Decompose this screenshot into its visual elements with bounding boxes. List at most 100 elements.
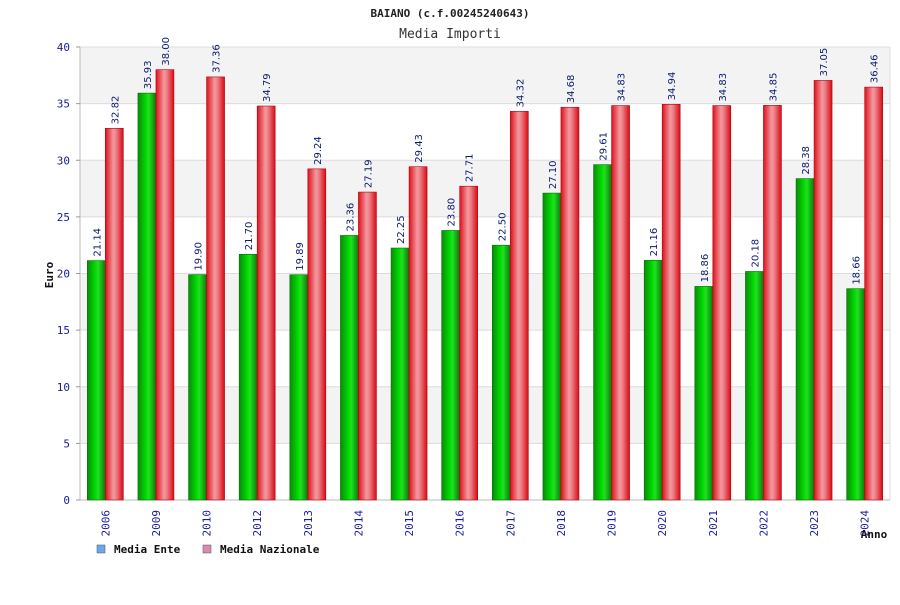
legend: Media Ente Media Nazionale [96, 543, 320, 556]
bar-value-label: 37.05 [819, 48, 830, 77]
bar-value-label: 29.61 [599, 132, 610, 161]
y-axis-label: Euro [43, 261, 56, 288]
bar-value-label: 19.89 [295, 242, 306, 271]
bar-media-ente [542, 192, 562, 501]
bar-value-label: 22.50 [497, 213, 508, 242]
x-tick-label: 2022 [757, 510, 770, 537]
bar-media-ente [188, 274, 207, 501]
y-tick-label: 15 [57, 324, 70, 337]
bar-media-ente [846, 288, 865, 501]
bar-media-nazionale [408, 166, 428, 501]
bar-value-label: 22.25 [396, 215, 407, 244]
bar-value-label: 27.19 [363, 159, 374, 188]
bar-media-nazionale [864, 86, 883, 501]
y-tick-label: 25 [57, 211, 70, 224]
x-tick-label: 2013 [302, 510, 315, 537]
y-tick-label: 40 [57, 41, 70, 54]
bar-media-nazionale [256, 105, 276, 501]
bar-value-label: 23.80 [447, 198, 458, 227]
y-tick-label: 5 [63, 437, 70, 450]
x-tick-label: 2015 [403, 510, 416, 537]
bar-value-label: 38.00 [161, 37, 172, 66]
bar-media-nazionale [813, 80, 833, 501]
bar-value-label: 34.32 [515, 79, 526, 108]
bar-media-ente [441, 230, 460, 501]
bar-value-label: 35.93 [143, 60, 154, 89]
bar-value-label: 34.83 [617, 73, 628, 102]
bar-media-ente [238, 253, 258, 501]
bars: 21.14 32.82 35.93 38.00 19.90 37.36 21.70 34.79… [87, 37, 883, 501]
bar-value-label: 37.36 [212, 44, 223, 73]
bar-value-label: 34.68 [566, 75, 577, 104]
chart-title: BAIANO (c.f.00245240643) [371, 7, 530, 20]
bar-media-nazionale [560, 106, 580, 501]
bar-media-ente [289, 274, 309, 501]
legend-label-media-ente: Media Ente [114, 543, 181, 556]
bar-media-nazionale [661, 104, 681, 501]
bar-media-ente [390, 247, 410, 501]
x-tick-label: 2017 [504, 510, 517, 537]
bar-media-nazionale [611, 105, 630, 501]
x-tick-label: 2009 [150, 510, 163, 537]
y-tick-label: 0 [63, 494, 70, 507]
y-tick-label: 20 [57, 268, 70, 281]
bar-media-ente [795, 178, 815, 501]
bar-media-nazionale [510, 111, 529, 501]
x-tick-label: 2018 [555, 510, 568, 537]
x-axis-ticks: 2006 2009 2010 2012 2013 2014 2015 2016 2017 2018… [99, 510, 871, 537]
bar-value-label: 29.43 [414, 134, 425, 163]
bar-media-nazionale [763, 105, 782, 501]
bar-value-label: 34.79 [262, 73, 273, 102]
bar-value-label: 18.86 [700, 254, 711, 283]
bar-media-nazionale [358, 191, 377, 501]
bar-media-nazionale [206, 76, 225, 501]
bar-media-ente [137, 92, 157, 501]
bar-value-label: 34.94 [667, 72, 678, 101]
bar-media-ente [745, 271, 764, 501]
bar-media-ente [340, 235, 359, 501]
bar-media-ente [643, 260, 663, 501]
bar-media-nazionale [155, 69, 175, 501]
y-axis-ticks: 0 5 10 15 20 25 30 35 40 [57, 41, 80, 507]
bar-media-nazionale [105, 128, 124, 501]
bar-media-ente [593, 164, 612, 501]
x-tick-label: 2019 [606, 510, 619, 537]
bar-media-nazionale [307, 168, 327, 501]
bar-value-label: 21.14 [92, 228, 103, 257]
legend-swatch-media-ente [96, 544, 106, 554]
bar-value-label: 18.66 [852, 256, 863, 285]
bar-value-label: 32.82 [110, 96, 121, 125]
bar-value-label: 19.90 [194, 242, 205, 271]
bar-media-nazionale [712, 105, 732, 501]
x-tick-label: 2016 [454, 510, 467, 537]
y-tick-label: 10 [57, 381, 70, 394]
x-axis-label: Anno [861, 528, 888, 541]
bar-value-label: 29.24 [313, 136, 324, 165]
x-tick-label: 2023 [808, 510, 821, 537]
x-tick-label: 2006 [99, 510, 112, 537]
x-tick-label: 2024 [859, 510, 872, 537]
bar-value-label: 21.70 [244, 222, 255, 251]
legend-label-media-nazionale: Media Nazionale [220, 543, 320, 556]
bar-value-label: 34.83 [718, 73, 729, 102]
bar-value-label: 27.71 [465, 154, 476, 183]
bar-value-label: 36.46 [870, 54, 881, 83]
bar-value-label: 21.16 [649, 228, 660, 257]
y-tick-label: 30 [57, 154, 70, 167]
y-tick-label: 35 [57, 98, 70, 111]
bar-media-ente [694, 286, 714, 501]
x-tick-label: 2014 [352, 510, 365, 537]
bar-value-label: 34.85 [768, 73, 779, 102]
x-tick-label: 2021 [707, 510, 720, 537]
x-tick-label: 2010 [201, 510, 214, 537]
legend-swatch-media-nazionale [202, 544, 212, 554]
bar-value-label: 20.18 [750, 239, 761, 268]
bar-media-ente [87, 260, 106, 501]
bar-value-label: 27.10 [548, 160, 559, 189]
bar-media-ente [492, 244, 511, 501]
bar-media-nazionale [459, 185, 478, 501]
chart-subtitle: Media Importi [399, 27, 501, 42]
x-tick-label: 2012 [251, 510, 264, 537]
